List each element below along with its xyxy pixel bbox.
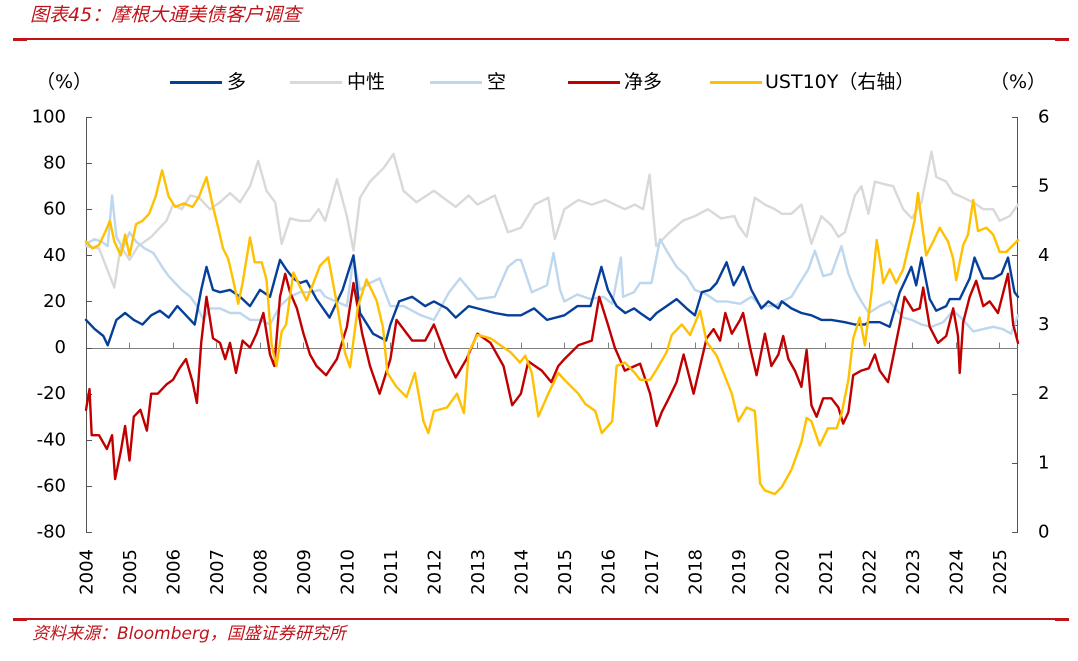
series-line-long bbox=[84, 254, 1020, 347]
y-left-tick-label: 60 bbox=[43, 199, 66, 220]
y-left-tick-label: 20 bbox=[43, 291, 66, 312]
y-left-tick-label: 100 bbox=[32, 107, 66, 128]
y-left-tick-label: -60 bbox=[37, 475, 66, 496]
y-left-tick-label: 0 bbox=[55, 337, 66, 358]
x-tick-label: 2007 bbox=[207, 549, 228, 595]
axes: 100 80 60 40 20 0 -20 -40 -60 -80 6 5 4 3 2 1 0 2004 2005 2… bbox=[32, 107, 1050, 595]
x-tick-label: 2011 bbox=[381, 549, 402, 595]
series-group bbox=[84, 150, 1020, 496]
y-right-tick-label: 2 bbox=[1038, 383, 1049, 404]
legend-swatch-short bbox=[430, 81, 482, 84]
series-line-ust10y bbox=[84, 169, 1020, 496]
x-tick-label: 2020 bbox=[772, 549, 793, 595]
x-tick-label: 2012 bbox=[424, 549, 445, 595]
x-tick-label: 2010 bbox=[337, 549, 358, 595]
x-tick-label: 2024 bbox=[946, 549, 967, 595]
x-tick-label: 2023 bbox=[903, 549, 924, 595]
x-tick-label: 2013 bbox=[468, 549, 489, 595]
y-left-tick-label: -80 bbox=[37, 522, 66, 543]
legend-swatch-neutral bbox=[290, 81, 342, 84]
y-right-tick-label: 4 bbox=[1038, 245, 1049, 266]
legend-label-neutral: 中性 bbox=[347, 71, 386, 93]
y-right-tick-label: 1 bbox=[1038, 452, 1049, 473]
legend-swatch-ust10y bbox=[710, 81, 762, 84]
top-divider bbox=[13, 38, 1069, 41]
x-tick-label: 2017 bbox=[642, 549, 663, 595]
figure-title: 图表45：摩根大通美债客户调查 bbox=[30, 4, 302, 26]
top-divider-cap-right bbox=[1055, 38, 1069, 41]
legend-label-net-long: 净多 bbox=[624, 71, 663, 93]
legend-swatch-net-long bbox=[568, 81, 620, 84]
x-tick-label: 2014 bbox=[511, 549, 532, 595]
source-note: 资料来源：Bloomberg，国盛证券研究所 bbox=[32, 624, 346, 644]
x-tick-label: 2006 bbox=[164, 549, 185, 595]
bottom-divider-cap-right bbox=[1055, 618, 1069, 621]
y-left-tick-label: -20 bbox=[37, 383, 66, 404]
legend-label-long: 多 bbox=[227, 71, 247, 93]
legend-label-short: 空 bbox=[487, 71, 507, 93]
x-tick-label: 2018 bbox=[685, 549, 706, 595]
x-tick-label: 2009 bbox=[294, 549, 315, 595]
y-left-tick-label: 40 bbox=[43, 245, 66, 266]
y-left-unit-label: （%） bbox=[36, 71, 93, 93]
x-tick-label: 2015 bbox=[555, 549, 576, 595]
x-tick-label: 2004 bbox=[77, 549, 98, 595]
legend-label-ust10y: UST10Y（右轴） bbox=[765, 71, 915, 93]
top-divider-cap-left bbox=[13, 38, 27, 41]
x-tick-label: 2005 bbox=[120, 549, 141, 595]
y-right-unit-label: （%） bbox=[990, 71, 1047, 93]
y-left-tick-label: 80 bbox=[43, 153, 66, 174]
series-line-short bbox=[84, 194, 1020, 335]
y-left-tick-label: -40 bbox=[37, 429, 66, 450]
x-tick-label: 2008 bbox=[251, 549, 272, 595]
y-right-tick-label: 5 bbox=[1038, 176, 1049, 197]
bottom-divider-cap-left bbox=[13, 618, 27, 621]
bottom-divider bbox=[13, 618, 1069, 621]
y-right-tick-label: 6 bbox=[1038, 107, 1049, 128]
series-line-net-long bbox=[84, 272, 1020, 481]
legend-swatch-long bbox=[170, 81, 222, 84]
y-right-tick-label: 3 bbox=[1038, 314, 1049, 335]
series-line-neutral bbox=[84, 150, 1020, 289]
x-tick-label: 2025 bbox=[990, 549, 1011, 595]
x-tick-label: 2019 bbox=[729, 549, 750, 595]
x-tick-label: 2021 bbox=[816, 549, 837, 595]
x-tick-label: 2022 bbox=[859, 549, 880, 595]
y-right-tick-label: 0 bbox=[1038, 522, 1049, 543]
x-tick-label: 2016 bbox=[598, 549, 619, 595]
